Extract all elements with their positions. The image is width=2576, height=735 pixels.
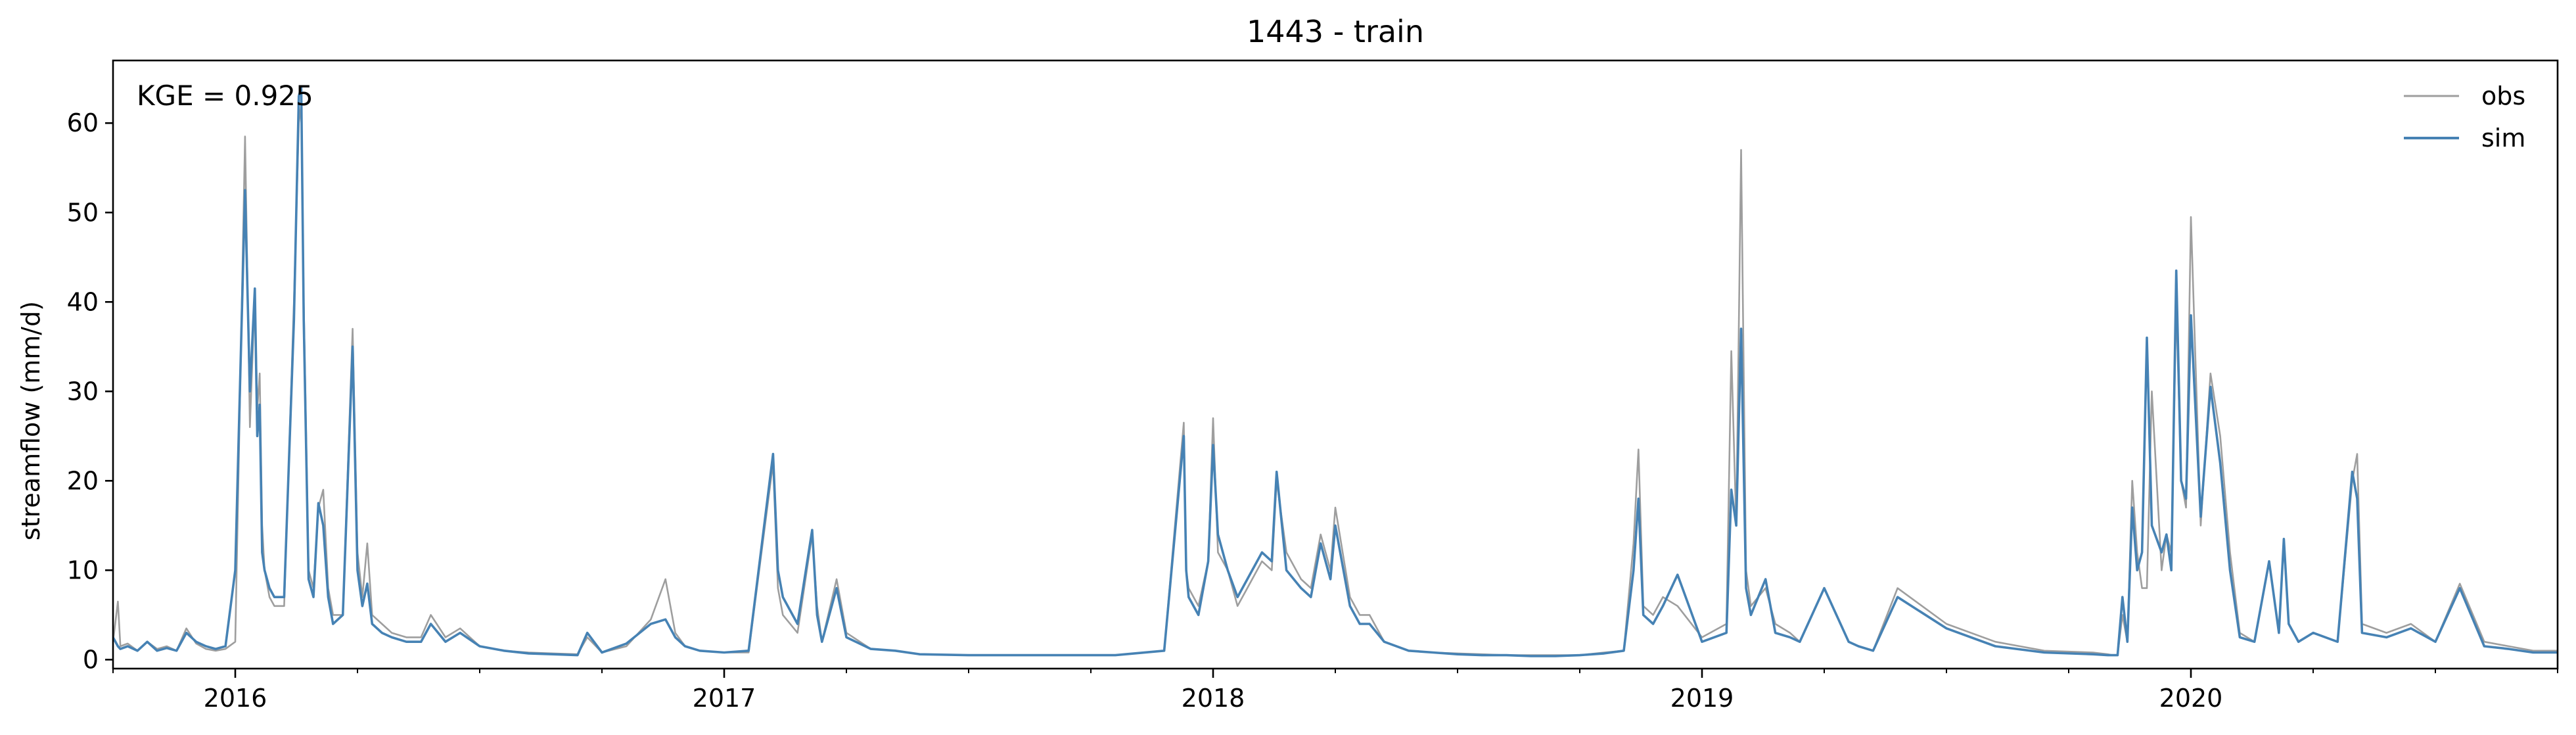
y-tick-label: 60 bbox=[67, 108, 99, 137]
legend-label-obs: obs bbox=[2481, 82, 2525, 110]
y-tick-label: 40 bbox=[67, 287, 99, 316]
y-tick-label: 20 bbox=[67, 466, 99, 495]
y-tick-label: 0 bbox=[83, 645, 99, 674]
x-axis: 2016 2017 2018 2019 2020 bbox=[112, 669, 2558, 713]
y-axis-label: streamflow (mm/d) bbox=[16, 301, 45, 540]
y-tick-label: 50 bbox=[67, 198, 99, 227]
y-axis: 0 10 20 30 40 50 60 bbox=[67, 108, 113, 674]
legend-label-sim: sim bbox=[2481, 124, 2525, 153]
y-tick-label: 10 bbox=[67, 556, 99, 584]
x-tick-label: 2016 bbox=[204, 684, 267, 713]
series-line-obs bbox=[113, 104, 2558, 656]
x-tick-label: 2020 bbox=[2159, 684, 2223, 713]
chart-title: 1443 - train bbox=[1247, 14, 1424, 49]
plot-frame bbox=[112, 59, 2559, 670]
x-tick-label: 2018 bbox=[1182, 684, 1245, 713]
legend: obs sim bbox=[2404, 82, 2525, 153]
series-line-sim bbox=[113, 86, 2558, 657]
y-tick-label: 30 bbox=[67, 377, 99, 406]
kge-annotation: KGE = 0.925 bbox=[137, 80, 313, 112]
x-tick-label: 2019 bbox=[1670, 684, 1734, 713]
series-group bbox=[113, 86, 2558, 657]
x-tick-label: 2017 bbox=[693, 684, 756, 713]
